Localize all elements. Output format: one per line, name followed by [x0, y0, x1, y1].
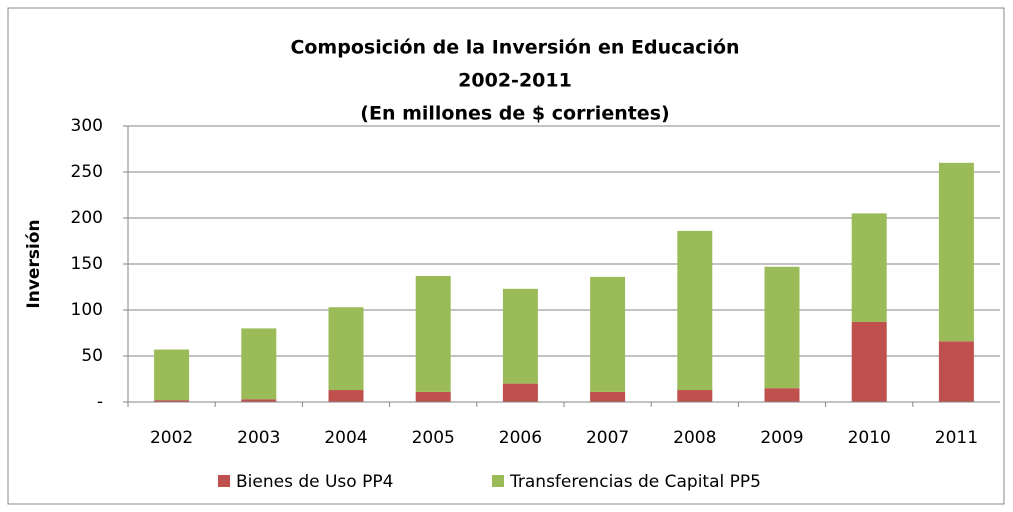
- legend-swatch: [492, 475, 504, 487]
- bar-segment: [241, 328, 277, 400]
- bar-segment: [677, 230, 713, 391]
- chart-title: 2002-2011: [458, 70, 572, 92]
- x-tick-label: 2011: [935, 428, 978, 448]
- y-tick-label: -: [97, 392, 103, 412]
- bar-segment: [502, 383, 538, 402]
- legend-label: Transferencias de Capital PP5: [509, 472, 761, 492]
- bar-segment: [502, 288, 538, 384]
- bar-segment: [154, 400, 190, 402]
- x-tick-label: 2007: [586, 428, 629, 448]
- bar-segment: [851, 213, 887, 322]
- chart-title: (En millones de $ corrientes): [360, 103, 669, 125]
- chart-border: [7, 7, 1005, 505]
- x-tick-label: 2002: [150, 428, 193, 448]
- bar-segment: [938, 341, 974, 402]
- bar-segment: [328, 307, 364, 391]
- y-tick-label: 50: [81, 346, 103, 366]
- bar-segment: [764, 266, 800, 389]
- legend-label: Bienes de Uso PP4: [236, 472, 393, 492]
- bar-segment: [154, 349, 190, 401]
- bar-segment: [415, 275, 451, 392]
- x-tick-label: 2005: [412, 428, 455, 448]
- bar-segment: [241, 399, 277, 402]
- bar-segment: [590, 391, 626, 402]
- y-tick-label: 150: [71, 254, 103, 274]
- bar-segment: [938, 162, 974, 342]
- bar-segment: [851, 321, 887, 402]
- chart-title: Composición de la Inversión en Educación: [290, 37, 739, 59]
- x-tick-label: 2006: [499, 428, 542, 448]
- bar-segment: [677, 390, 713, 402]
- y-tick-label: 250: [71, 162, 103, 182]
- bar-segment: [328, 390, 364, 402]
- x-tick-label: 2010: [848, 428, 891, 448]
- bar-segment: [415, 391, 451, 402]
- legend-swatch: [218, 475, 230, 487]
- y-tick-label: 100: [71, 300, 103, 320]
- y-axis-label: Inversión: [24, 219, 44, 308]
- x-tick-label: 2009: [760, 428, 803, 448]
- x-tick-label: 2008: [673, 428, 716, 448]
- y-tick-label: 300: [71, 116, 103, 136]
- bar-segment: [590, 276, 626, 392]
- x-tick-label: 2003: [237, 428, 280, 448]
- y-tick-label: 200: [71, 208, 103, 228]
- bar-segment: [764, 388, 800, 402]
- x-tick-label: 2004: [324, 428, 367, 448]
